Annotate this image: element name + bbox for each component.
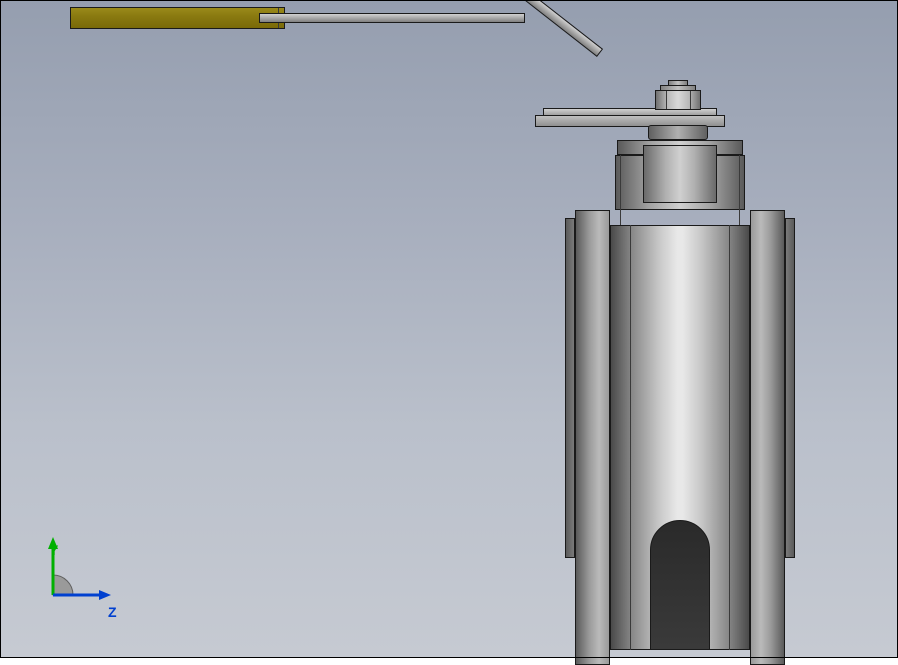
valve-left-outer-flange bbox=[565, 218, 575, 558]
edge-line bbox=[729, 225, 730, 650]
cad-viewport[interactable]: Y Z bbox=[0, 0, 898, 658]
edge-line bbox=[666, 91, 667, 109]
valve-left-flange bbox=[575, 210, 610, 665]
edge-line bbox=[630, 225, 631, 650]
valve-handle-grip bbox=[70, 7, 285, 29]
valve-handle-arm-horizontal bbox=[259, 13, 525, 23]
valve-right-flange bbox=[750, 210, 785, 665]
valve-hex-nut bbox=[655, 90, 701, 110]
valve-stem-housing bbox=[643, 145, 717, 203]
z-axis-arrowhead bbox=[99, 590, 111, 600]
edge-line bbox=[739, 155, 740, 225]
valve-right-outer-flange bbox=[785, 218, 795, 558]
valve-handle-arm-angled bbox=[518, 0, 603, 57]
edge-line bbox=[620, 155, 621, 225]
triad-origin-icon bbox=[53, 575, 73, 595]
z-axis-label: Z bbox=[108, 604, 117, 620]
valve-washer bbox=[648, 125, 708, 140]
valve-bottom-cutout bbox=[650, 520, 710, 650]
y-axis-label: Y bbox=[49, 542, 58, 558]
edge-line bbox=[690, 91, 691, 109]
